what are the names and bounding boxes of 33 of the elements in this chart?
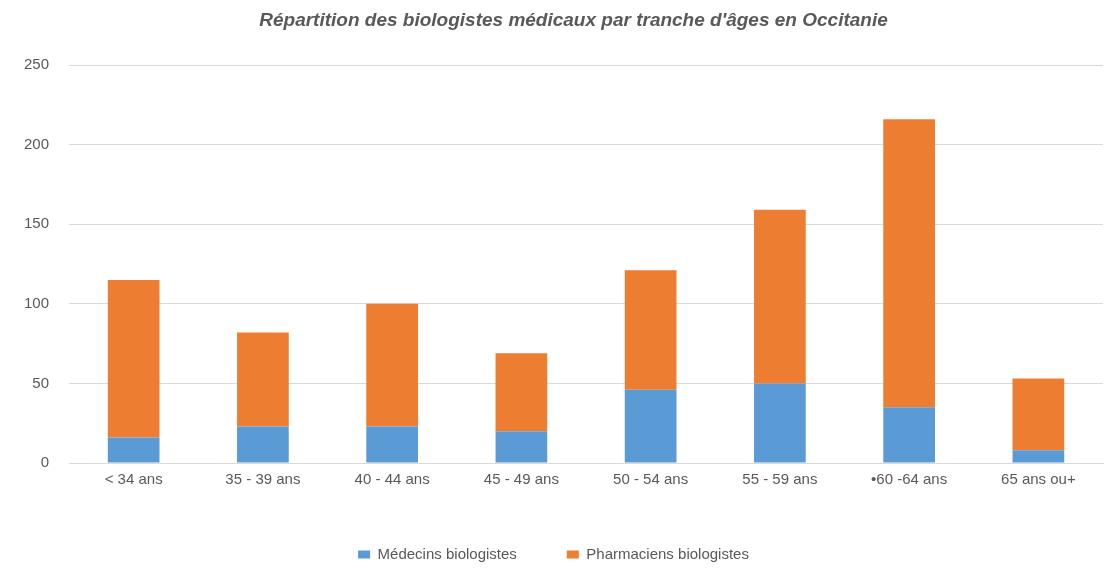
bar xyxy=(495,431,548,463)
x-tick-label: < 34 ans xyxy=(104,470,163,488)
bar xyxy=(366,426,418,463)
bar xyxy=(237,332,289,427)
bar xyxy=(366,303,418,427)
bar xyxy=(107,279,160,438)
y-tick-label: 100 xyxy=(24,293,50,311)
y-tick-label: 50 xyxy=(32,373,50,391)
chart-title: Répartition des biologistes médicaux par tranche d'âges en Occitanie xyxy=(258,8,889,32)
x-tick-label: 35 - 39 ans xyxy=(225,470,301,488)
y-tick-label: 200 xyxy=(24,134,50,152)
bar xyxy=(883,119,935,408)
bar xyxy=(754,383,806,463)
bar xyxy=(883,407,935,463)
x-tick-label: 55 - 59 ans xyxy=(742,470,818,488)
x-tick-label: •60 -64 ans xyxy=(871,470,948,488)
x-tick-label: 50 - 54 ans xyxy=(613,470,689,488)
bar xyxy=(107,437,160,463)
y-tick-label: 150 xyxy=(24,214,50,232)
bar xyxy=(624,270,677,390)
legend-label: Médecins biologistes xyxy=(377,544,517,562)
x-tick-label: 45 - 49 ans xyxy=(483,470,559,488)
x-tick-label: 65 ans ou+ xyxy=(1001,470,1076,488)
bar xyxy=(1012,378,1065,451)
bar xyxy=(1012,450,1065,463)
bar xyxy=(754,209,806,384)
bar xyxy=(495,353,548,432)
y-tick-label: 0 xyxy=(40,453,50,471)
x-tick-label: 40 - 44 ans xyxy=(354,470,430,488)
y-tick-label: 250 xyxy=(24,55,50,73)
bar xyxy=(624,389,677,463)
legend-label: Pharmaciens biologistes xyxy=(586,544,749,562)
bar xyxy=(237,426,289,463)
